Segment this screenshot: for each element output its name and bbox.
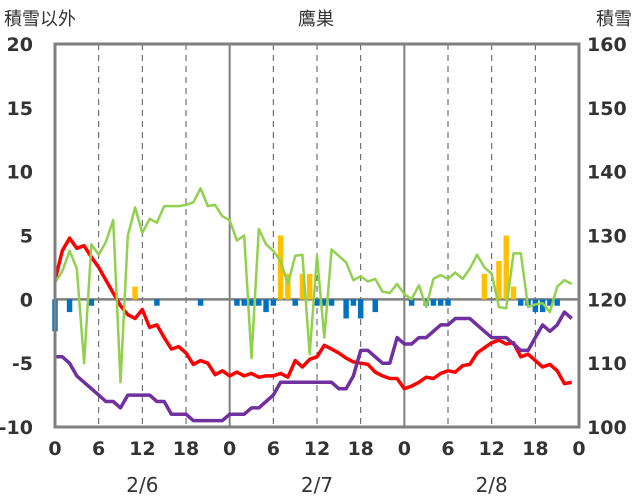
x-tick: 18: [347, 438, 373, 460]
x-tick: 0: [398, 438, 411, 460]
series-line: [53, 187, 573, 384]
y-tick-left: -10: [0, 417, 33, 439]
bar: [408, 299, 415, 306]
y-tick-left: 5: [20, 226, 33, 248]
date-label: 2/6: [126, 473, 158, 497]
bar: [234, 299, 240, 306]
bar: [430, 299, 437, 306]
bar: [197, 299, 204, 306]
bar: [496, 261, 502, 300]
x-tick: 12: [478, 438, 504, 460]
y-tick-left: -5: [12, 353, 33, 375]
bar: [350, 299, 357, 306]
bar: [270, 299, 277, 306]
bar: [481, 273, 488, 300]
y-tick-right: 150: [587, 98, 627, 120]
bar: [328, 299, 335, 306]
bar: [314, 299, 320, 306]
bar: [299, 273, 306, 300]
bar: [66, 299, 73, 313]
y-tick-right: 140: [587, 162, 627, 184]
bar: [248, 299, 255, 306]
y-tick-right: 160: [587, 34, 627, 56]
y-tick-right: 110: [587, 353, 627, 375]
bar: [154, 299, 160, 306]
bar: [306, 273, 313, 300]
bar: [263, 299, 269, 313]
x-tick: 0: [48, 438, 61, 460]
bar: [277, 235, 284, 300]
bar: [445, 299, 451, 306]
left-axis-label: 積雪以外: [4, 9, 76, 30]
bar: [321, 299, 328, 306]
line-series: [53, 187, 573, 423]
x-tick: 6: [267, 438, 280, 460]
bar: [510, 286, 517, 300]
bar: [256, 299, 262, 306]
x-tick: 0: [223, 438, 236, 460]
bar: [437, 299, 444, 306]
date-label: 2/7: [301, 473, 333, 497]
bar: [88, 299, 95, 306]
right-axis-label: 積雪: [596, 9, 632, 30]
y-tick-left: 20: [7, 34, 33, 56]
plot-frame: [53, 42, 581, 429]
grid: [55, 44, 579, 427]
bar: [132, 286, 138, 300]
bar: [547, 299, 553, 306]
y-tick-left: 0: [20, 289, 33, 311]
bar-series: [52, 235, 560, 332]
bar: [241, 299, 247, 306]
x-tick: 12: [304, 438, 330, 460]
bar: [343, 299, 349, 319]
bar: [292, 299, 298, 306]
chart-title: 鷹巣: [298, 8, 334, 30]
y-tick-right: 120: [587, 289, 627, 311]
bar: [285, 273, 291, 300]
x-tick: 6: [441, 438, 454, 460]
bar: [554, 299, 560, 306]
x-tick: 0: [572, 438, 585, 460]
x-tick: 18: [522, 438, 548, 460]
series-line: [53, 236, 573, 391]
y-tick-right: 100: [587, 417, 627, 439]
bar: [539, 299, 546, 313]
bar: [372, 299, 378, 313]
bar: [357, 299, 364, 319]
bar: [503, 235, 509, 300]
series-line: [55, 310, 573, 423]
y-tick-left: 10: [7, 162, 33, 184]
x-tick: 18: [173, 438, 199, 460]
date-label: 2/8: [476, 473, 508, 497]
x-tick: 12: [129, 438, 155, 460]
bar: [518, 299, 524, 306]
y-tick-right: 130: [587, 226, 627, 248]
x-tick: 6: [92, 438, 105, 460]
y-tick-left: 15: [7, 98, 33, 120]
